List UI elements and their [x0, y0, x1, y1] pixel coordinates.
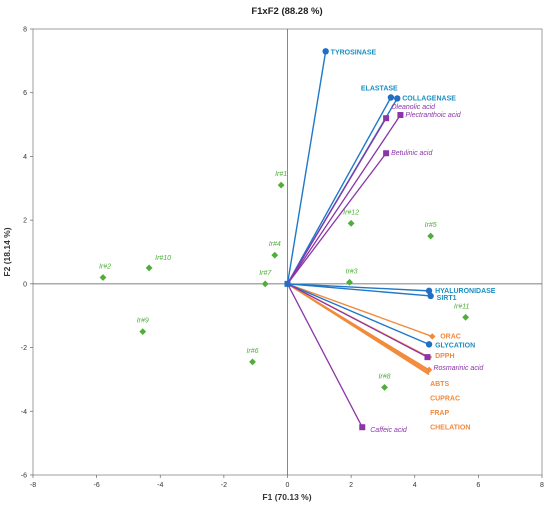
observation-label: Ir#12 — [343, 209, 359, 216]
enzyme-vector — [287, 283, 431, 297]
observation-label: Ir#10 — [155, 255, 171, 262]
origin-marker — [284, 280, 291, 287]
enzyme-label: SIRT1 — [437, 295, 457, 302]
y-tick-label: -6 — [21, 473, 27, 480]
y-tick-label: 4 — [23, 154, 27, 161]
compound-label: Plectranthoic acid — [405, 112, 461, 119]
compound-marker — [359, 424, 366, 431]
antioxidant-label: FRAP — [430, 410, 449, 417]
x-tick-label: 6 — [476, 482, 480, 489]
observation-label: Ir#9 — [137, 318, 149, 325]
observation-label: Ir#6 — [246, 348, 258, 355]
observation-label: Ir#3 — [346, 268, 358, 275]
observation-label: Ir#5 — [425, 222, 437, 229]
antioxidant-label: ORAC — [440, 333, 461, 340]
observation-point — [277, 181, 285, 189]
enzyme-label: ELASTASE — [361, 85, 398, 92]
y-tick-label: -2 — [21, 345, 27, 352]
y-tick-label: -4 — [21, 409, 27, 416]
observation-point — [462, 313, 470, 321]
observation-label: Ir#8 — [378, 373, 390, 380]
x-tick-label: -2 — [221, 482, 227, 489]
enzyme-marker — [427, 292, 434, 300]
compound-marker — [397, 112, 404, 119]
enzyme-marker — [394, 95, 401, 102]
antioxidant-label: CUPRAC — [430, 395, 460, 402]
enzyme-marker — [322, 48, 329, 55]
chart-title: F1xF2 (88.28 %) — [251, 6, 322, 17]
observation-label: Ir#11 — [454, 303, 470, 310]
enzyme-marker — [425, 341, 433, 348]
enzyme-label: HYALURONIDASE — [435, 288, 496, 295]
observation-point — [249, 358, 256, 366]
y-tick-label: 0 — [23, 281, 27, 288]
x-tick-label: 2 — [349, 482, 353, 489]
compound-marker — [383, 150, 390, 157]
observation-point — [427, 232, 435, 240]
y-tick-label: 2 — [23, 218, 27, 225]
compound-vector — [286, 152, 387, 285]
observation-label: Ir#2 — [99, 263, 111, 270]
compound-label: Caffeic acid — [370, 427, 408, 434]
observation-label: Ir#4 — [269, 241, 281, 248]
observation-point — [139, 328, 147, 336]
antioxidant-label: DPPH — [435, 353, 454, 360]
y-tick-label: 6 — [23, 90, 27, 97]
x-tick-label: 8 — [540, 482, 544, 489]
x-tick-label: 4 — [413, 482, 417, 489]
compound-marker — [383, 115, 390, 122]
observation-point — [271, 251, 279, 259]
compound-vector — [286, 114, 401, 285]
observation-point — [347, 219, 355, 227]
enzyme-marker — [425, 287, 433, 295]
compound-vector — [286, 283, 363, 428]
compound-vector — [286, 117, 387, 285]
antioxidant-marker — [429, 333, 436, 340]
observation-point — [145, 264, 153, 272]
observation-point — [381, 383, 388, 391]
enzyme-vector — [287, 283, 430, 292]
antioxidant-vector — [287, 283, 430, 376]
observation-point — [346, 278, 353, 286]
compound-label: Betulinic acid — [391, 150, 433, 157]
observation-label: Ir#7 — [259, 270, 272, 277]
x-tick-label: -4 — [157, 482, 163, 489]
enzyme-vector — [286, 51, 327, 284]
enzyme-vector — [287, 283, 430, 346]
observation-label: Ir#1 — [275, 171, 287, 178]
enzyme-label: TYROSINASE — [331, 49, 377, 56]
x-tick-label: 0 — [286, 482, 290, 489]
x-axis-title: F1 (70.13 %) — [262, 492, 311, 502]
compound-vector — [287, 283, 428, 358]
y-tick-label: 8 — [23, 27, 27, 34]
compound-label: Rosmarinic acid — [433, 365, 484, 372]
observation-point — [261, 280, 269, 288]
enzyme-label: COLLAGENASE — [402, 95, 456, 102]
observation-point — [99, 274, 107, 281]
x-tick-label: -8 — [30, 482, 36, 489]
enzyme-label: GLYCATION — [435, 342, 475, 349]
compound-label: Oleanolic acid — [391, 104, 436, 111]
antioxidant-marker — [425, 366, 433, 374]
y-axis-title: F2 (18.14 %) — [2, 227, 12, 276]
antioxidant-label: CHELATION — [430, 425, 470, 432]
enzyme-marker — [387, 94, 395, 101]
compound-marker — [424, 354, 431, 361]
antioxidant-vector — [287, 283, 433, 338]
enzyme-vector — [286, 97, 392, 285]
antioxidant-label: ABTS — [430, 381, 449, 388]
x-tick-label: -6 — [94, 482, 100, 489]
